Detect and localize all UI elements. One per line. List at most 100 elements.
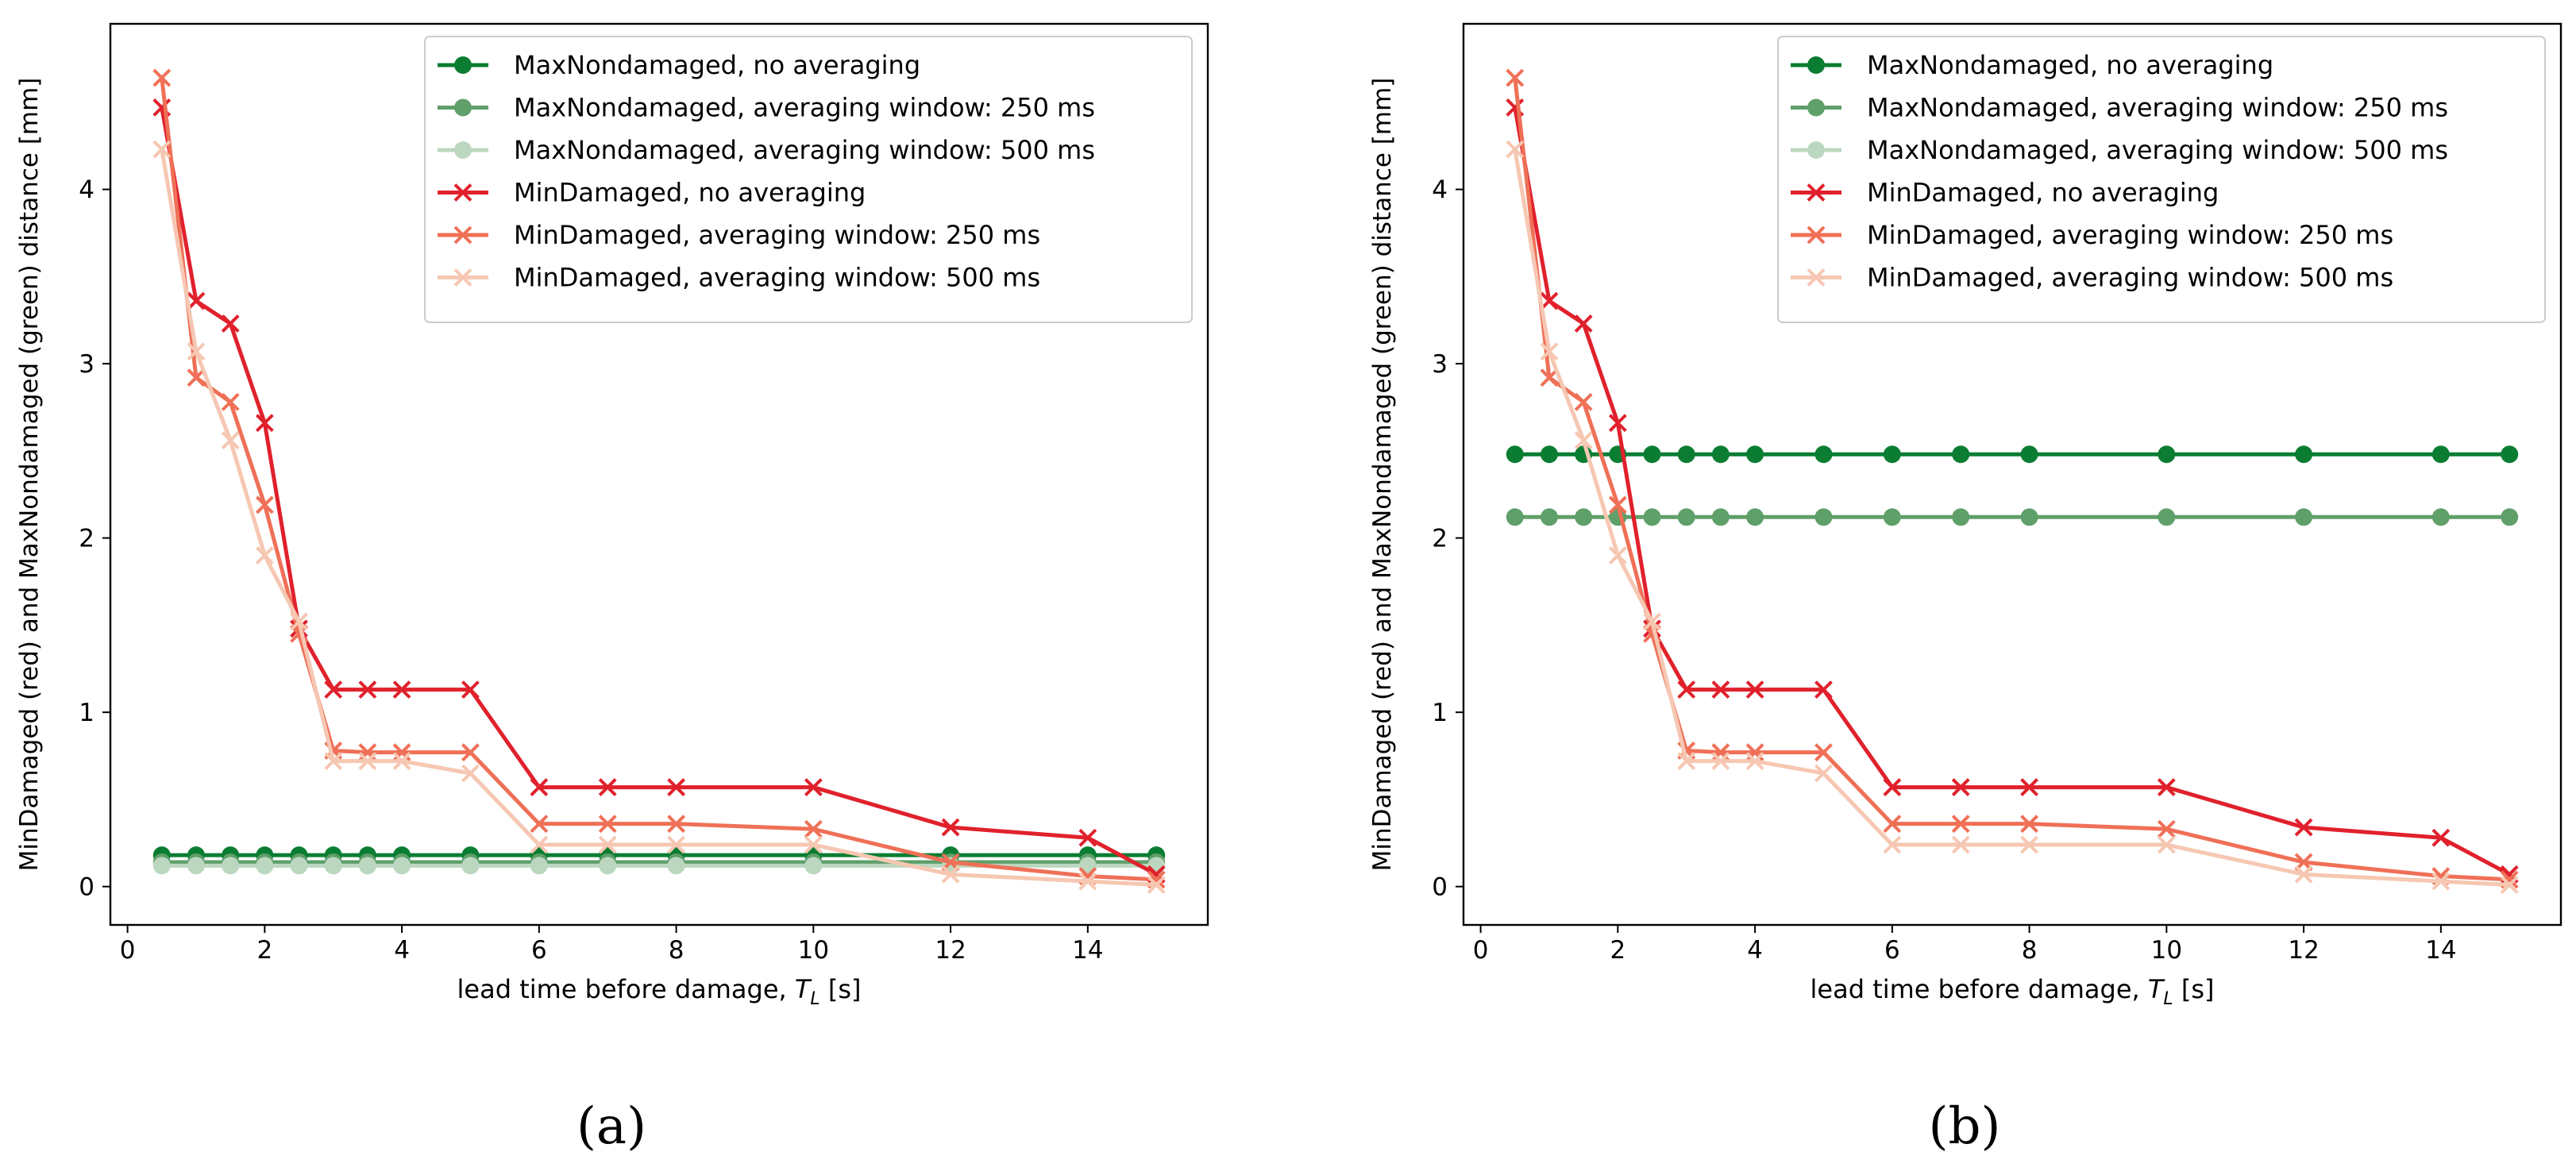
legend-marker bbox=[454, 98, 472, 117]
data-point bbox=[358, 857, 376, 875]
y-axis-label: MinDamaged (red) and MaxNondamaged (gree… bbox=[15, 78, 44, 872]
legend-label: MaxNondamaged, averaging window: 250 ms bbox=[1867, 93, 2448, 123]
legend: MaxNondamaged, no averaging MaxNondamaged… bbox=[424, 36, 1193, 323]
data-point bbox=[1506, 68, 1525, 87]
y-tick-label: 3 bbox=[79, 350, 94, 379]
data-point bbox=[1711, 508, 1730, 526]
data-point bbox=[393, 857, 411, 875]
data-point bbox=[804, 778, 823, 796]
y-tick-label: 1 bbox=[1432, 699, 1448, 727]
data-point bbox=[461, 743, 480, 762]
data-point bbox=[255, 546, 274, 564]
data-point bbox=[804, 835, 823, 854]
legend-entry: MinDamaged, no averaging bbox=[438, 178, 866, 208]
panel-caption: (a) bbox=[577, 1097, 646, 1156]
legend-marker bbox=[454, 141, 472, 159]
data-point bbox=[1574, 314, 1593, 333]
data-point bbox=[2020, 815, 2039, 834]
legend-label: MaxNondamaged, averaging window: 500 ms bbox=[514, 135, 1095, 165]
data-point bbox=[1883, 815, 1902, 834]
x-axis-label-sub: L bbox=[810, 989, 819, 1009]
data-point bbox=[2501, 445, 2519, 464]
x-tick-label: 8 bbox=[669, 936, 684, 965]
x-axis-label: lead time before damage, TL [s] bbox=[1811, 974, 2215, 1009]
legend-box bbox=[1777, 36, 2546, 323]
x-tick-label: 14 bbox=[2425, 936, 2456, 965]
data-point bbox=[804, 857, 823, 875]
x-tick-label: 0 bbox=[1473, 936, 1489, 965]
y-tick-label: 0 bbox=[1432, 873, 1448, 902]
data-point bbox=[187, 368, 206, 387]
legend-marker bbox=[1807, 225, 1826, 245]
data-point bbox=[598, 815, 617, 834]
legend-entry: MinDamaged, averaging window: 250 ms bbox=[1791, 220, 2393, 250]
data-point bbox=[1814, 743, 1833, 762]
legend-marker bbox=[1807, 183, 1826, 202]
data-point bbox=[2158, 508, 2176, 526]
x-tick-label: 4 bbox=[1747, 936, 1763, 965]
legend-label: MinDamaged, no averaging bbox=[1867, 178, 2219, 208]
legend-box bbox=[424, 36, 1193, 323]
data-point bbox=[1951, 835, 1970, 854]
data-point bbox=[667, 857, 685, 875]
data-point bbox=[290, 857, 308, 875]
x-axis-label: lead time before damage, TL [s] bbox=[457, 974, 862, 1009]
legend-label: MaxNondamaged, averaging window: 500 ms bbox=[1867, 135, 2448, 165]
plot-frame bbox=[1462, 22, 2563, 927]
data-point bbox=[221, 392, 240, 411]
data-point bbox=[667, 815, 686, 834]
x-tick-label: 2 bbox=[1610, 936, 1625, 965]
y-axis-label: MinDamaged (red) and MaxNondamaged (gree… bbox=[1368, 78, 1397, 872]
series-line bbox=[160, 77, 1157, 882]
data-point bbox=[1574, 392, 1593, 411]
data-point bbox=[1883, 508, 1901, 526]
data-point bbox=[1643, 508, 1661, 526]
y-tick-label: 2 bbox=[1432, 525, 1448, 553]
data-point bbox=[1745, 680, 1764, 699]
legend-label: MaxNondamaged, averaging window: 250 ms bbox=[514, 93, 1095, 123]
x-tick-label: 12 bbox=[2288, 936, 2319, 965]
data-point bbox=[1883, 835, 1902, 854]
series-maxnondamaged-no-averaging bbox=[1506, 445, 2519, 464]
y-tick-label: 3 bbox=[1432, 350, 1448, 379]
data-point bbox=[461, 857, 480, 875]
data-point bbox=[2431, 508, 2450, 526]
data-point bbox=[324, 680, 343, 699]
data-point bbox=[187, 857, 205, 875]
data-point bbox=[2020, 835, 2039, 854]
x-axis-label-var: T bbox=[795, 974, 812, 1004]
data-point bbox=[1952, 508, 1970, 526]
data-point bbox=[392, 752, 411, 771]
x-tick-label: 14 bbox=[1072, 936, 1103, 965]
y-tick-label: 4 bbox=[1432, 176, 1448, 205]
plot-frame bbox=[109, 22, 1209, 927]
data-point bbox=[152, 857, 171, 875]
legend-label: MaxNondamaged, no averaging bbox=[1867, 50, 2273, 80]
x-axis-label-sub: L bbox=[2163, 989, 2173, 1009]
series-maxnondamaged-averaging-window-250-ms bbox=[1506, 508, 2519, 526]
data-point bbox=[1814, 680, 1833, 699]
data-point bbox=[461, 764, 480, 783]
data-point bbox=[530, 857, 548, 875]
legend-marker bbox=[453, 225, 472, 245]
data-point bbox=[2157, 819, 2176, 838]
data-point bbox=[1677, 508, 1695, 526]
data-point bbox=[1814, 764, 1833, 783]
y-tick-label: 4 bbox=[79, 176, 94, 205]
data-point bbox=[1643, 612, 1661, 631]
legend-marker bbox=[453, 183, 472, 202]
x-axis-label-unit: [s] bbox=[2173, 974, 2215, 1004]
data-point bbox=[256, 857, 274, 875]
legend-label: MinDamaged, averaging window: 250 ms bbox=[514, 220, 1040, 250]
data-point bbox=[1746, 508, 1764, 526]
series-line bbox=[160, 148, 1157, 888]
x-axis-label-var: T bbox=[2148, 974, 2165, 1004]
data-point bbox=[1506, 140, 1525, 159]
series-maxnondamaged-averaging-window-500-ms bbox=[152, 857, 1166, 875]
legend-entry: MaxNondamaged, averaging window: 250 ms bbox=[438, 93, 1095, 123]
data-point bbox=[1745, 752, 1764, 771]
data-point bbox=[222, 857, 240, 875]
data-point bbox=[1677, 752, 1696, 771]
data-point bbox=[2294, 818, 2313, 837]
data-point bbox=[2431, 828, 2451, 847]
